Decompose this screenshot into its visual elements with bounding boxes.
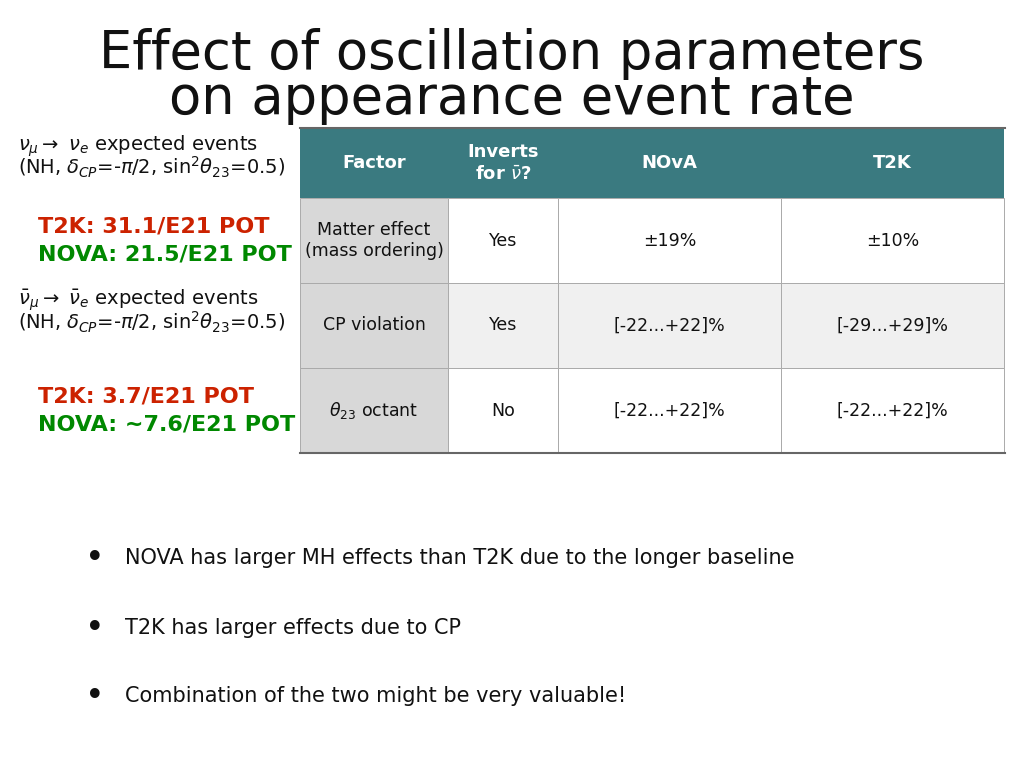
Bar: [300, 368, 449, 453]
Text: Effect of oscillation parameters: Effect of oscillation parameters: [99, 28, 925, 80]
Bar: [558, 198, 781, 283]
Bar: [300, 198, 449, 283]
Text: Yes: Yes: [488, 316, 517, 335]
Text: T2K: T2K: [873, 154, 912, 172]
Text: No: No: [492, 402, 515, 419]
Text: NOVA: ~7.6/E21 POT: NOVA: ~7.6/E21 POT: [38, 415, 295, 435]
Bar: [449, 198, 558, 283]
Text: •: •: [85, 611, 104, 644]
Bar: [781, 368, 1004, 453]
Text: T2K: 3.7/E21 POT: T2K: 3.7/E21 POT: [38, 386, 254, 406]
Text: (NH, $\delta_{CP}$=-$\pi$/2, sin$^{2}$$\theta_{23}$=0.5): (NH, $\delta_{CP}$=-$\pi$/2, sin$^{2}$$\…: [18, 310, 285, 335]
Bar: [558, 128, 781, 198]
Bar: [558, 368, 781, 453]
Bar: [449, 283, 558, 368]
Text: T2K: 31.1/E21 POT: T2K: 31.1/E21 POT: [38, 217, 269, 237]
Bar: [781, 128, 1004, 198]
Bar: [449, 128, 558, 198]
Text: ±19%: ±19%: [643, 231, 696, 250]
Text: [-22...+22]%: [-22...+22]%: [837, 402, 948, 419]
Text: $\bar{\nu}_{\mu}\rightarrow$ $\bar{\nu}_{e}$ expected events: $\bar{\nu}_{\mu}\rightarrow$ $\bar{\nu}_…: [18, 287, 258, 313]
Text: ±10%: ±10%: [866, 231, 920, 250]
Text: NOVA: 21.5/E21 POT: NOVA: 21.5/E21 POT: [38, 244, 292, 264]
Text: $\nu_{\mu}\rightarrow$ $\nu_{e}$ expected events: $\nu_{\mu}\rightarrow$ $\nu_{e}$ expecte…: [18, 133, 258, 158]
Bar: [558, 283, 781, 368]
Text: [-29...+29]%: [-29...+29]%: [837, 316, 948, 335]
Text: on appearance event rate: on appearance event rate: [169, 73, 855, 125]
Text: NOvA: NOvA: [642, 154, 697, 172]
Bar: [300, 283, 449, 368]
Text: •: •: [85, 680, 104, 713]
Text: T2K has larger effects due to CP: T2K has larger effects due to CP: [125, 618, 461, 638]
Text: $\theta_{23}$ octant: $\theta_{23}$ octant: [330, 400, 419, 421]
Text: Matter effect
(mass ordering): Matter effect (mass ordering): [304, 220, 443, 260]
Text: Yes: Yes: [488, 231, 517, 250]
Text: Inverts
for $\bar{\nu}$?: Inverts for $\bar{\nu}$?: [467, 143, 539, 183]
Text: CP violation: CP violation: [323, 316, 425, 335]
Bar: [781, 198, 1004, 283]
Text: •: •: [85, 541, 104, 574]
Bar: [300, 128, 449, 198]
Bar: [781, 283, 1004, 368]
Bar: [449, 368, 558, 453]
Text: (NH, $\delta_{CP}$=-$\pi$/2, sin$^{2}$$\theta_{23}$=0.5): (NH, $\delta_{CP}$=-$\pi$/2, sin$^{2}$$\…: [18, 155, 285, 180]
Text: Combination of the two might be very valuable!: Combination of the two might be very val…: [125, 686, 627, 706]
Text: Factor: Factor: [342, 154, 406, 172]
Text: [-22...+22]%: [-22...+22]%: [613, 402, 725, 419]
Text: [-22...+22]%: [-22...+22]%: [613, 316, 725, 335]
Text: NOVA has larger MH effects than T2K due to the longer baseline: NOVA has larger MH effects than T2K due …: [125, 548, 795, 568]
